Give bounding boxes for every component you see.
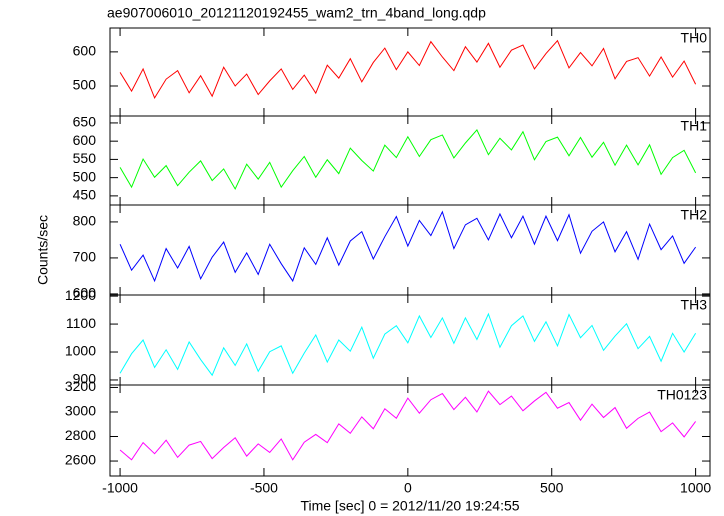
y-tick-label: 500 (73, 168, 97, 184)
panel-frame (109, 204, 711, 296)
x-tick-label: 0 (404, 480, 412, 496)
y-tick-label: 900 (73, 371, 97, 387)
x-tick-label: -500 (250, 480, 278, 496)
legend-label: TH3 (681, 297, 708, 313)
y-tick-label: 600 (73, 132, 97, 148)
y-tick-label: 1000 (65, 343, 96, 359)
legend-label: TH1 (681, 118, 708, 134)
panel-frame (109, 294, 711, 386)
y-tick-label: 700 (73, 249, 97, 265)
x-tick-label: 1000 (680, 480, 711, 496)
panel-frame (109, 115, 711, 206)
y-tick-label: 3200 (65, 378, 96, 394)
panel-frame (109, 384, 711, 477)
x-axis-label: Time [sec] 0 = 2012/11/20 19:24:55 (300, 498, 519, 514)
data-line (119, 39, 697, 100)
data-line (119, 210, 697, 283)
y-tick-label: 550 (73, 150, 97, 166)
chart-title: ae907006010_20121120192455_wam2_trn_4ban… (107, 5, 486, 21)
y-tick-label: 600 (73, 285, 97, 301)
y-axis-label: Counts/sec (35, 215, 51, 285)
y-tick-label: 800 (73, 213, 97, 229)
y-tick-label: 650 (73, 114, 97, 130)
data-line (119, 312, 697, 377)
y-tick-label: 1200 (65, 287, 96, 303)
legend-label: TH0123 (657, 387, 707, 403)
y-tick-label: 2600 (65, 452, 96, 468)
legend-label: TH0 (681, 30, 708, 46)
y-tick-label: 450 (73, 187, 97, 203)
data-line (119, 128, 697, 191)
y-tick-label: 2800 (65, 427, 96, 443)
y-tick-label: 500 (73, 77, 97, 93)
x-tick-label: -1000 (102, 480, 138, 496)
x-tick-label: 500 (540, 480, 564, 496)
y-tick-label: 3000 (65, 403, 96, 419)
y-tick-label: 1100 (66, 315, 96, 331)
legend-label: TH2 (681, 207, 708, 223)
y-tick-label: 600 (73, 43, 97, 59)
data-line (119, 390, 697, 461)
